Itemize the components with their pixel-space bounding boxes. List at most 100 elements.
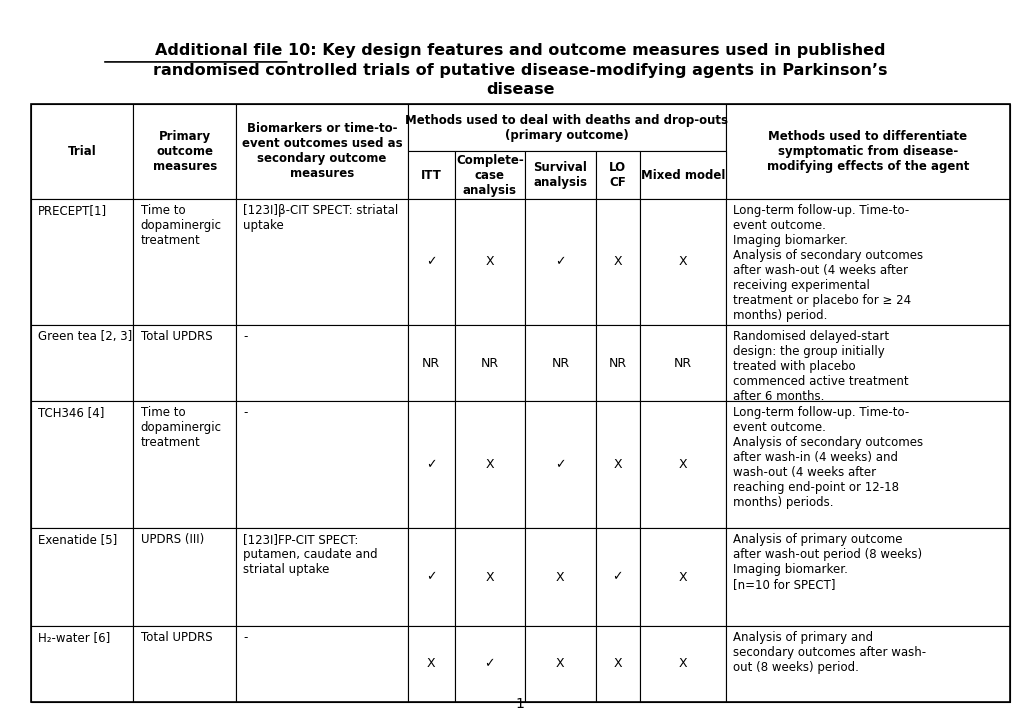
Bar — [133, 401, 236, 528]
Bar — [408, 104, 726, 151]
Text: ✓: ✓ — [425, 570, 436, 583]
Text: Long-term follow-up. Time-to-
event outcome.
Imaging biomarker.
Analysis of seco: Long-term follow-up. Time-to- event outc… — [733, 204, 922, 322]
Text: Methods used to deal with deaths and drop-outs
(primary outcome): Methods used to deal with deaths and dro… — [405, 114, 728, 142]
Text: Total UPDRS: Total UPDRS — [141, 330, 212, 343]
Text: X: X — [555, 570, 565, 583]
Bar — [31, 626, 133, 702]
Text: X: X — [678, 657, 687, 670]
Text: ✓: ✓ — [425, 458, 436, 472]
Bar — [525, 626, 595, 702]
Bar — [639, 626, 726, 702]
Text: Complete-
case
analysis: Complete- case analysis — [455, 153, 523, 197]
Bar — [525, 199, 595, 325]
Text: Analysis of primary outcome
after wash-out period (8 weeks)
Imaging biomarker.
[: Analysis of primary outcome after wash-o… — [733, 534, 921, 591]
Text: NR: NR — [480, 357, 498, 370]
Bar — [525, 325, 595, 401]
Text: ITT: ITT — [420, 168, 441, 181]
Text: Trial: Trial — [67, 145, 96, 158]
Text: Analysis of primary and
secondary outcomes after wash-
out (8 weeks) period.: Analysis of primary and secondary outcom… — [733, 631, 925, 674]
Text: ✓: ✓ — [554, 458, 566, 472]
Bar — [31, 104, 133, 199]
Bar — [639, 151, 726, 199]
Bar — [726, 104, 1009, 199]
Text: NR: NR — [422, 357, 440, 370]
Bar — [236, 626, 408, 702]
Bar — [525, 151, 595, 199]
Bar — [639, 199, 726, 325]
Bar — [133, 528, 236, 626]
Bar — [595, 626, 639, 702]
Bar — [31, 104, 1009, 702]
Text: X: X — [612, 458, 622, 472]
Bar — [726, 626, 1009, 702]
Text: [123I]β-CIT SPECT: striatal
uptake: [123I]β-CIT SPECT: striatal uptake — [244, 204, 398, 232]
Bar — [454, 401, 525, 528]
Text: UPDRS (III): UPDRS (III) — [141, 534, 204, 546]
Bar — [408, 199, 454, 325]
Text: Exenatide [5]: Exenatide [5] — [38, 534, 117, 546]
Bar — [408, 626, 454, 702]
Bar — [639, 401, 726, 528]
Bar — [595, 199, 639, 325]
Text: Randomised delayed-start
design: the group initially
treated with placebo
commen: Randomised delayed-start design: the gro… — [733, 330, 908, 403]
Text: Total UPDRS: Total UPDRS — [141, 631, 212, 644]
Text: X: X — [485, 570, 493, 583]
Text: X: X — [678, 570, 687, 583]
Text: TCH346 [4]: TCH346 [4] — [38, 406, 104, 420]
Text: Additional file 10: Key design features and outcome measures used in published: Additional file 10: Key design features … — [155, 43, 884, 58]
Bar — [133, 104, 236, 199]
Text: ✓: ✓ — [484, 657, 494, 670]
Text: randomised controlled trials of putative disease-modifying agents in Parkinson’s: randomised controlled trials of putative… — [153, 63, 887, 78]
Text: Survival
analysis: Survival analysis — [533, 161, 587, 189]
Text: X: X — [678, 458, 687, 472]
Bar — [639, 325, 726, 401]
Text: X: X — [555, 657, 565, 670]
Bar — [31, 401, 133, 528]
Bar — [133, 325, 236, 401]
Bar — [726, 199, 1009, 325]
Text: Primary
outcome
measures: Primary outcome measures — [153, 130, 217, 173]
Text: [123I]FP-CIT SPECT:
putamen, caudate and
striatal uptake: [123I]FP-CIT SPECT: putamen, caudate and… — [244, 534, 378, 576]
Text: -: - — [244, 406, 248, 420]
Bar — [595, 528, 639, 626]
Text: ✓: ✓ — [425, 256, 436, 269]
Bar — [639, 528, 726, 626]
Text: X: X — [612, 657, 622, 670]
Bar — [595, 151, 639, 199]
Bar — [525, 528, 595, 626]
Bar — [408, 325, 454, 401]
Bar — [236, 325, 408, 401]
Bar — [408, 401, 454, 528]
Text: disease: disease — [485, 82, 554, 97]
Bar — [236, 528, 408, 626]
Bar — [133, 626, 236, 702]
Text: ✓: ✓ — [611, 570, 623, 583]
Text: X: X — [612, 256, 622, 269]
Text: Green tea [2, 3]: Green tea [2, 3] — [38, 330, 131, 343]
Text: X: X — [678, 256, 687, 269]
Bar — [726, 401, 1009, 528]
Bar — [31, 325, 133, 401]
Bar — [595, 401, 639, 528]
Text: -: - — [244, 631, 248, 644]
Bar — [133, 199, 236, 325]
Bar — [408, 151, 454, 199]
Text: 1: 1 — [516, 698, 524, 711]
Text: -: - — [244, 330, 248, 343]
Bar — [726, 528, 1009, 626]
Bar — [454, 151, 525, 199]
Bar — [236, 401, 408, 528]
Bar — [726, 325, 1009, 401]
Text: Long-term follow-up. Time-to-
event outcome.
Analysis of secondary outcomes
afte: Long-term follow-up. Time-to- event outc… — [733, 406, 922, 510]
Bar — [31, 528, 133, 626]
Text: Time to
dopaminergic
treatment: Time to dopaminergic treatment — [141, 406, 221, 449]
Bar — [408, 528, 454, 626]
Text: NR: NR — [550, 357, 569, 370]
Text: Time to
dopaminergic
treatment: Time to dopaminergic treatment — [141, 204, 221, 247]
Bar — [595, 325, 639, 401]
Text: NR: NR — [608, 357, 626, 370]
Bar — [454, 199, 525, 325]
Text: PRECEPT[1]: PRECEPT[1] — [38, 204, 107, 217]
Text: LO
CF: LO CF — [608, 161, 626, 189]
Text: Methods used to differentiate
symptomatic from disease-
modifying effects of the: Methods used to differentiate symptomati… — [766, 130, 968, 173]
